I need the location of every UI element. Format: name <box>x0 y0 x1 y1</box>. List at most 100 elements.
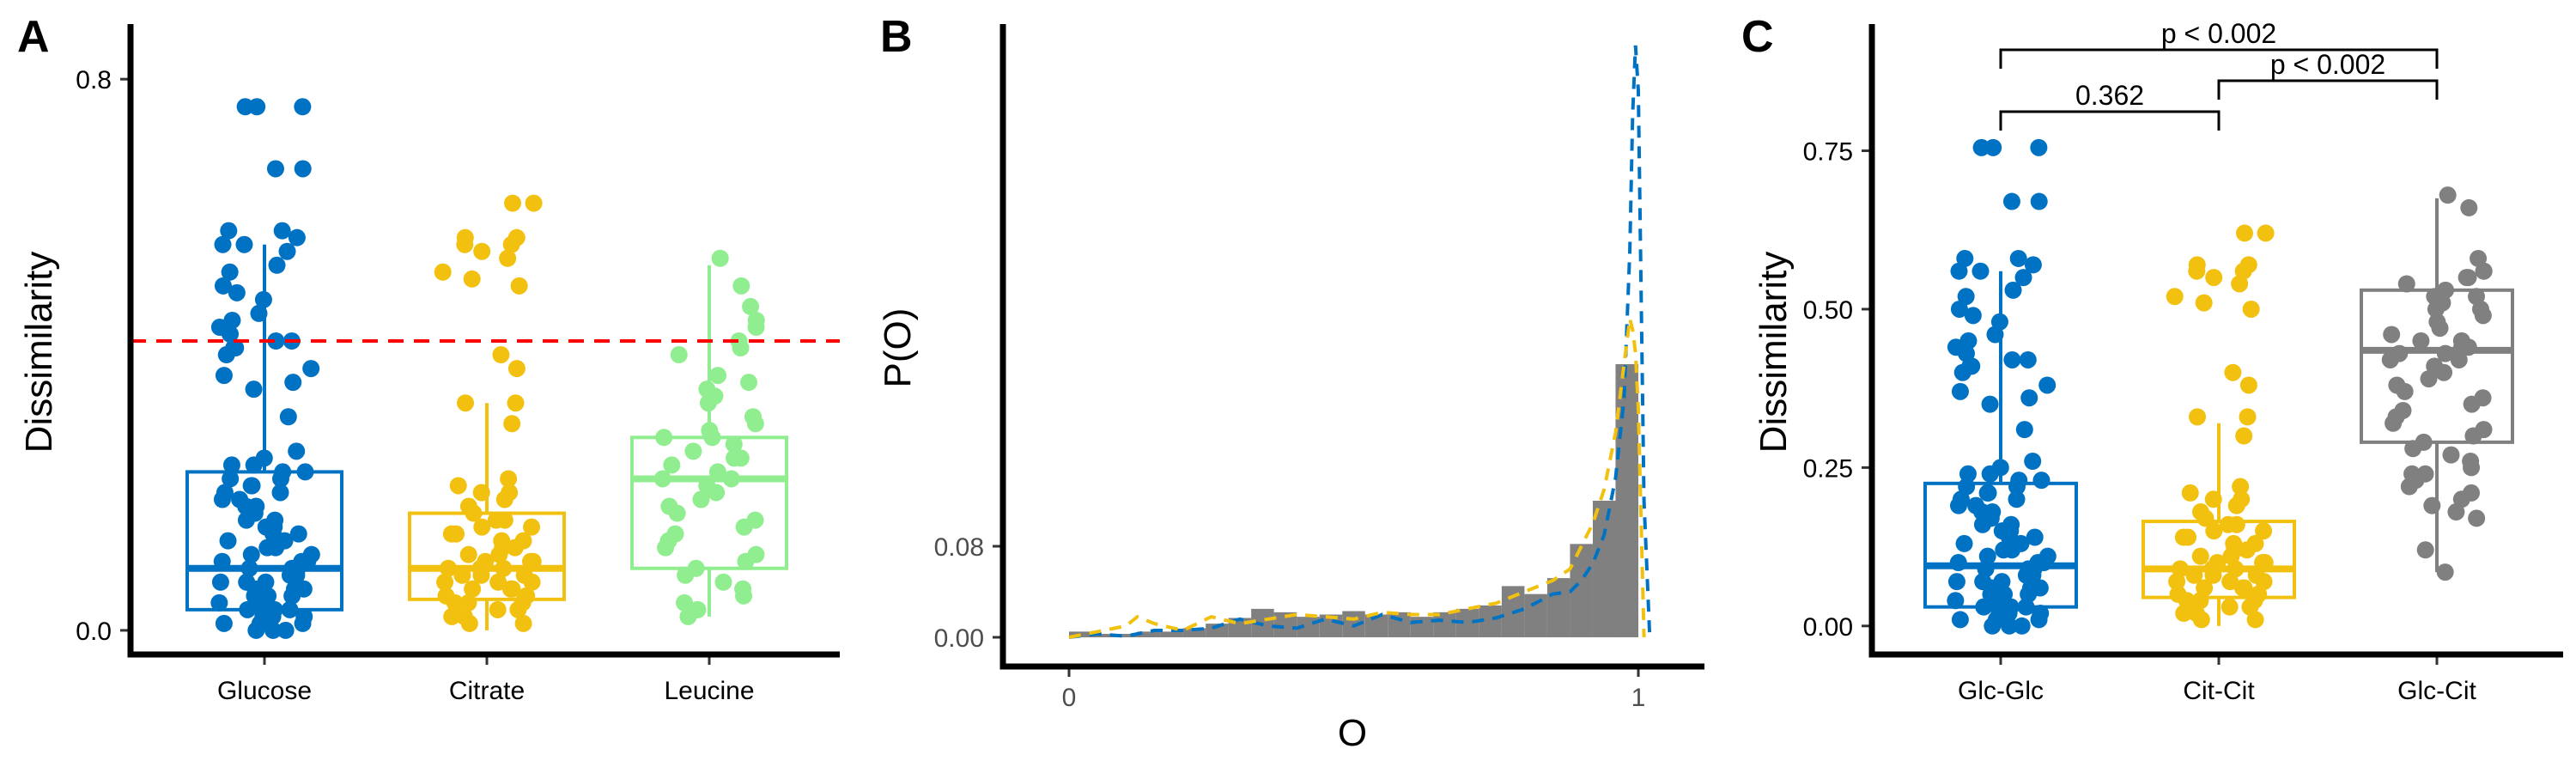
data-point <box>2381 350 2399 368</box>
histogram-bar <box>1592 501 1616 637</box>
data-point <box>2235 427 2253 445</box>
box-iqr <box>630 435 788 570</box>
box-glc-cit <box>2360 198 2514 573</box>
data-point <box>2416 541 2434 559</box>
data-point <box>2383 326 2401 344</box>
panel-b-x-axis-label: O <box>1338 712 1367 754</box>
data-point <box>2239 408 2257 426</box>
panel-a-y-ticks: 0.0 0.8 <box>76 66 131 646</box>
data-point <box>735 518 753 536</box>
bracket-line <box>2217 79 2439 100</box>
data-point <box>1953 363 1971 381</box>
data-point <box>457 394 475 412</box>
box-iqr <box>408 511 566 601</box>
data-point <box>510 277 528 295</box>
data-point <box>1971 262 1990 280</box>
data-point <box>453 566 471 584</box>
data-point <box>222 470 240 488</box>
panel-b-y-axis-label: P(O) <box>877 308 919 388</box>
data-point <box>495 559 513 577</box>
data-point <box>2019 350 2037 368</box>
y-tick-label: 0.25 <box>1803 454 1853 483</box>
data-point <box>236 98 254 116</box>
x-tick-label: Cit-Cit <box>2183 677 2255 705</box>
panel-c-x-ticks: Glc-Glc Cit-Cit Glc-Cit <box>1958 654 2476 705</box>
data-point <box>735 587 753 605</box>
data-point <box>243 477 261 495</box>
data-point <box>2238 541 2256 559</box>
data-point <box>2009 249 2027 267</box>
data-point <box>509 600 527 618</box>
data-point <box>495 490 513 508</box>
data-point <box>214 277 232 295</box>
data-point <box>289 525 307 543</box>
data-point <box>2242 300 2260 318</box>
data-point <box>273 222 291 240</box>
data-point <box>501 580 519 598</box>
data-point <box>2435 363 2453 381</box>
data-point <box>267 332 285 350</box>
histogram-bar <box>1546 578 1571 637</box>
data-point <box>655 429 673 447</box>
histogram-bar <box>1433 612 1456 637</box>
data-point <box>1949 554 1967 572</box>
data-point <box>2020 389 2038 407</box>
panel-c-y-axis-label: Dissimilarity <box>1753 252 1795 453</box>
data-point <box>676 593 694 612</box>
data-point <box>2168 573 2186 591</box>
data-point <box>524 552 542 570</box>
data-point <box>2460 198 2478 216</box>
data-point <box>245 380 263 399</box>
data-point <box>2400 478 2418 496</box>
data-point <box>2224 363 2242 381</box>
data-point <box>2026 528 2044 546</box>
data-point <box>709 367 727 385</box>
data-point <box>657 539 675 557</box>
data-point <box>2463 395 2481 413</box>
data-point <box>294 614 312 632</box>
data-point <box>2205 269 2223 287</box>
data-point <box>245 456 263 474</box>
data-point <box>523 573 541 591</box>
data-point <box>472 566 490 584</box>
data-point <box>2179 528 2197 546</box>
bracket-line <box>1999 110 2221 131</box>
data-point <box>264 621 283 639</box>
histogram-bar <box>1182 628 1206 637</box>
data-point <box>288 228 306 247</box>
data-point <box>2014 269 2032 287</box>
data-point <box>2038 376 2057 394</box>
y-tick-label: 0.0 <box>76 618 112 646</box>
data-point <box>677 566 695 584</box>
data-point <box>2255 522 2273 540</box>
panel-b-histogram <box>1069 364 1638 637</box>
bracket-line <box>1999 48 2439 69</box>
significance-bracket: p < 0.002 <box>2217 49 2439 100</box>
data-point <box>2188 262 2206 280</box>
data-point <box>708 463 726 481</box>
data-point <box>223 311 241 329</box>
data-point <box>747 318 765 336</box>
histogram-bar <box>1091 634 1115 637</box>
data-point <box>732 277 750 295</box>
panel-a-y-axis-label: Dissimilarity <box>18 252 60 453</box>
bracket-label: 0.362 <box>2075 80 2144 111</box>
data-point <box>2246 611 2264 629</box>
data-point <box>2004 281 2022 299</box>
data-point <box>285 566 303 584</box>
data-point <box>2447 503 2465 521</box>
data-point <box>2221 573 2239 591</box>
bracket-label: p < 0.002 <box>2161 18 2276 49</box>
data-point <box>2032 472 2050 490</box>
data-point <box>221 263 239 281</box>
data-point <box>2195 294 2213 312</box>
data-point <box>2474 307 2492 325</box>
data-point <box>499 249 517 267</box>
data-point <box>222 456 240 474</box>
panel-b-axes <box>999 24 1704 670</box>
data-point <box>456 235 474 253</box>
box-iqr <box>2142 520 2296 600</box>
data-point <box>2257 224 2275 242</box>
data-point <box>2239 376 2257 394</box>
x-tick-label: Glc-Cit <box>2397 677 2476 705</box>
